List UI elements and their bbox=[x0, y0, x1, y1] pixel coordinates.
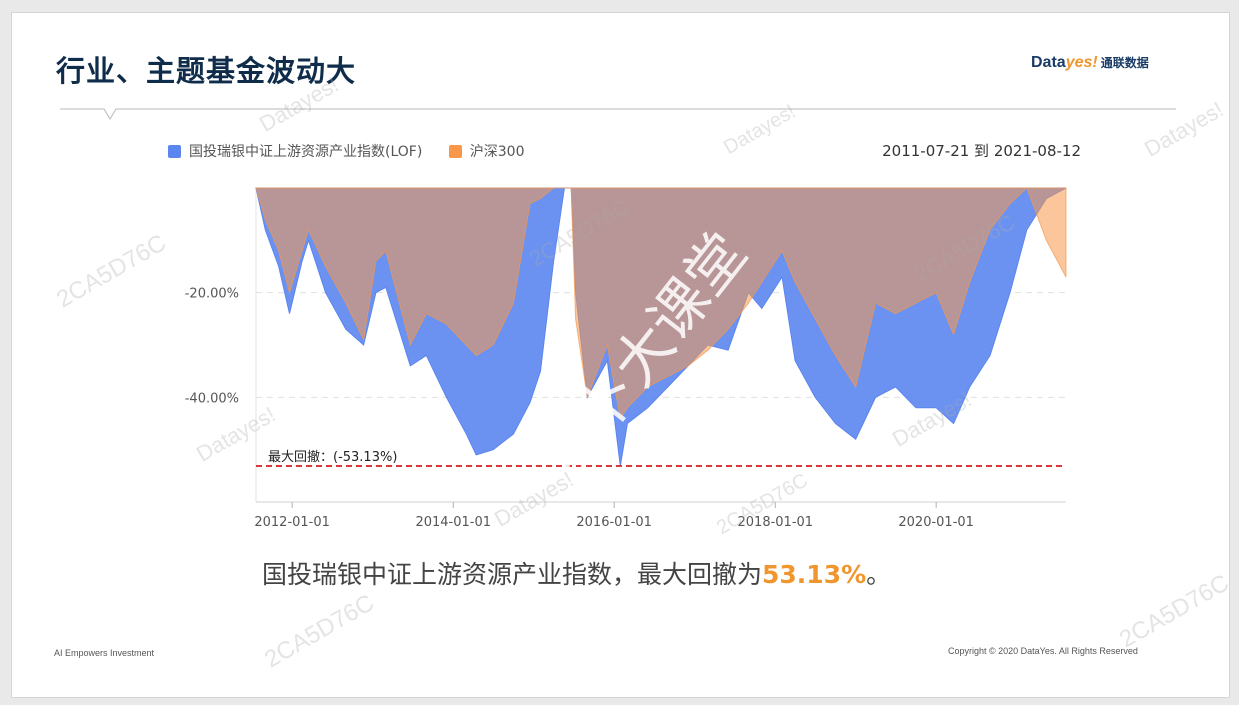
y-tick-label: -20.00% bbox=[185, 287, 239, 302]
logo-part-data: Data bbox=[1031, 54, 1066, 71]
y-tick-label: -40.00% bbox=[185, 391, 239, 406]
logo-part-yes: yes! bbox=[1065, 54, 1098, 71]
legend-label-hs300: 沪深300 bbox=[469, 144, 525, 160]
x-tick-label: 2014-01-01 bbox=[415, 515, 491, 530]
page-title: 行业、主题基金波动大 bbox=[56, 54, 357, 88]
legend-swatch-fund bbox=[168, 144, 181, 158]
title-divider bbox=[60, 108, 1176, 120]
footer-tagline: AI Empowers Investment bbox=[54, 648, 155, 658]
x-tick-label: 2020-01-01 bbox=[898, 515, 974, 530]
legend-label-fund: 国投瑞银中证上游资源产业指数(LOF) bbox=[189, 144, 423, 160]
drawdown-chart: -20.00% -40.00% 2012-01-01 2014-01-01 2016-0… bbox=[185, 187, 1067, 530]
x-tick-label: 2012-01-01 bbox=[254, 515, 330, 530]
legend-item-hs300[interactable]: 沪深300 bbox=[448, 141, 525, 161]
footer-copyright: Copyright © 2020 DataYes. All Rights Res… bbox=[948, 646, 1138, 656]
chart-legend: 国投瑞银中证上游资源产业指数(LOF) 沪深300 bbox=[168, 141, 546, 162]
legend-item-fund[interactable]: 国投瑞银中证上游资源产业指数(LOF) bbox=[168, 141, 422, 161]
x-tick-label: 2016-01-01 bbox=[576, 515, 652, 530]
max-drawdown-label: 最大回撤：(-53.13%) bbox=[268, 449, 397, 465]
caption-highlight: 53.13% bbox=[762, 560, 867, 589]
datayes-logo: Datayes! 通联数据 bbox=[1031, 54, 1149, 72]
chart-caption: 国投瑞银中证上游资源产业指数，最大回撤为53.13%。 bbox=[262, 555, 891, 591]
date-range: 2011-07-21 到 2021-08-12 bbox=[882, 142, 1081, 160]
logo-part-cn: 通联数据 bbox=[1100, 56, 1149, 70]
legend-swatch-hs300 bbox=[448, 144, 462, 158]
caption-suffix: 。 bbox=[866, 560, 892, 589]
series-area-hs300 bbox=[255, 187, 1067, 420]
caption-text: 国投瑞银中证上游资源产业指数，最大回撤为 bbox=[262, 560, 763, 589]
x-tick-label: 2018-01-01 bbox=[738, 515, 814, 530]
